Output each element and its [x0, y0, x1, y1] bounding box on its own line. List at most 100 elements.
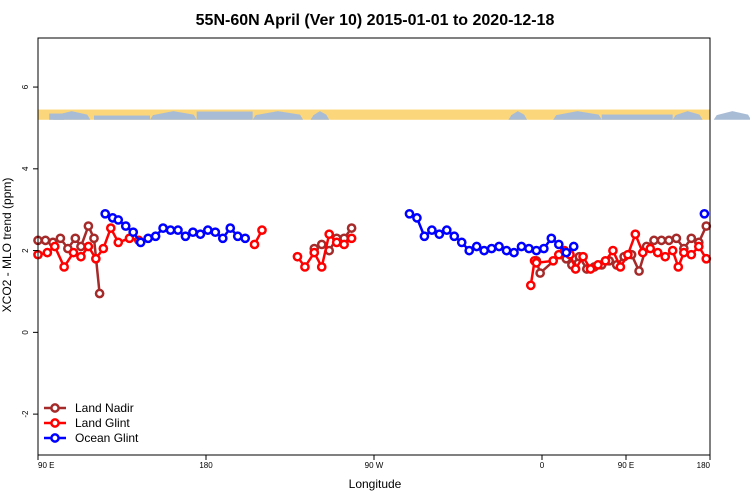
- data-point: [608, 245, 618, 256]
- data-point: [100, 208, 111, 219]
- data-point: [531, 245, 542, 256]
- land-mask-shape: [672, 111, 703, 120]
- data-point: [524, 243, 534, 254]
- data-point: [83, 241, 94, 252]
- data-point: [494, 241, 504, 252]
- land-mask-shape: [252, 111, 304, 120]
- data-point: [210, 227, 221, 238]
- data-point: [479, 245, 489, 256]
- data-point: [42, 247, 53, 258]
- chart-title: 55N-60N April (Ver 10) 2015-01-01 to 202…: [196, 12, 555, 29]
- data-point: [656, 235, 667, 246]
- land-mask-shape: [553, 111, 602, 120]
- data-point: [456, 237, 467, 248]
- data-point: [331, 237, 342, 248]
- x-axis-label: Longitude: [349, 477, 402, 491]
- data-point: [217, 233, 228, 244]
- land-mask-band: [38, 109, 750, 120]
- data-point: [135, 237, 146, 248]
- data-point: [309, 247, 320, 258]
- data-point: [257, 225, 267, 235]
- data-point: [94, 288, 105, 299]
- data-point: [652, 247, 663, 258]
- data-point: [249, 239, 260, 250]
- data-point: [324, 229, 335, 240]
- data-point: [539, 243, 549, 254]
- data-point: [339, 239, 349, 250]
- data-point: [158, 223, 168, 233]
- data-point: [509, 247, 519, 258]
- data-point: [55, 233, 66, 244]
- data-point: [203, 225, 213, 235]
- data-point: [679, 247, 689, 258]
- data-point: [40, 235, 51, 246]
- y-tick-label: 0: [21, 330, 30, 335]
- data-point: [300, 262, 310, 272]
- land-mask-shape: [49, 113, 65, 120]
- data-point: [143, 233, 153, 244]
- data-point: [120, 221, 131, 231]
- data-point: [89, 233, 99, 244]
- data-point: [165, 225, 176, 235]
- data-point: [686, 233, 697, 244]
- data-point: [570, 264, 581, 274]
- legend-label: Land Glint: [75, 416, 130, 430]
- land-mask-shape: [310, 111, 330, 120]
- data-point: [464, 245, 475, 256]
- data-point: [427, 225, 437, 235]
- land-mask-shape: [508, 111, 528, 120]
- y-tick-label: 6: [21, 84, 30, 89]
- data-point: [664, 235, 674, 246]
- data-point: [686, 249, 697, 260]
- data-point: [195, 229, 206, 240]
- data-point: [232, 231, 243, 242]
- data-point: [83, 221, 94, 231]
- data-point: [660, 251, 671, 262]
- y-tick-label: 2: [21, 248, 30, 253]
- data-point: [49, 241, 60, 252]
- x-tick-label: 180: [199, 461, 213, 470]
- data-point: [128, 227, 139, 238]
- y-tick-label: 4: [21, 166, 30, 171]
- data-point: [150, 231, 161, 242]
- data-point: [113, 215, 124, 225]
- data-point: [76, 241, 86, 252]
- series-ocean-glint: [100, 208, 710, 258]
- data-point: [673, 262, 684, 272]
- series-land-glint: [33, 223, 712, 291]
- data-point: [434, 229, 445, 240]
- data-point: [240, 233, 251, 244]
- x-tick-label: 180: [697, 461, 711, 470]
- data-point: [671, 233, 682, 244]
- data-point: [412, 213, 422, 223]
- x-tick-label: 0: [540, 461, 545, 470]
- legend-label: Land Nadir: [75, 401, 134, 415]
- data-point: [471, 241, 482, 252]
- data-point: [316, 262, 327, 272]
- land-mask-shape: [713, 111, 750, 120]
- land-mask-shape: [601, 114, 673, 120]
- data-point: [553, 239, 564, 250]
- data-point: [59, 262, 69, 272]
- data-point: [516, 241, 527, 252]
- data-point: [225, 223, 236, 233]
- data-point: [634, 266, 644, 276]
- data-point: [699, 208, 710, 219]
- plot-series: [33, 208, 712, 299]
- land-mask-shape: [150, 111, 197, 120]
- data-point: [701, 221, 712, 231]
- data-point: [346, 223, 357, 233]
- data-point: [501, 245, 512, 256]
- data-point: [105, 223, 116, 233]
- data-point: [623, 249, 633, 260]
- data-point: [173, 225, 183, 235]
- data-point: [535, 268, 545, 278]
- data-point: [486, 243, 497, 254]
- legend-entry: Ocean Glint: [44, 431, 139, 445]
- data-point: [578, 251, 588, 262]
- legend-entry: Land Glint: [44, 416, 130, 430]
- legend-swatch-marker: [50, 418, 60, 428]
- x-tick-label: 90 E: [618, 461, 634, 470]
- x-tick-label: 90 W: [365, 461, 384, 470]
